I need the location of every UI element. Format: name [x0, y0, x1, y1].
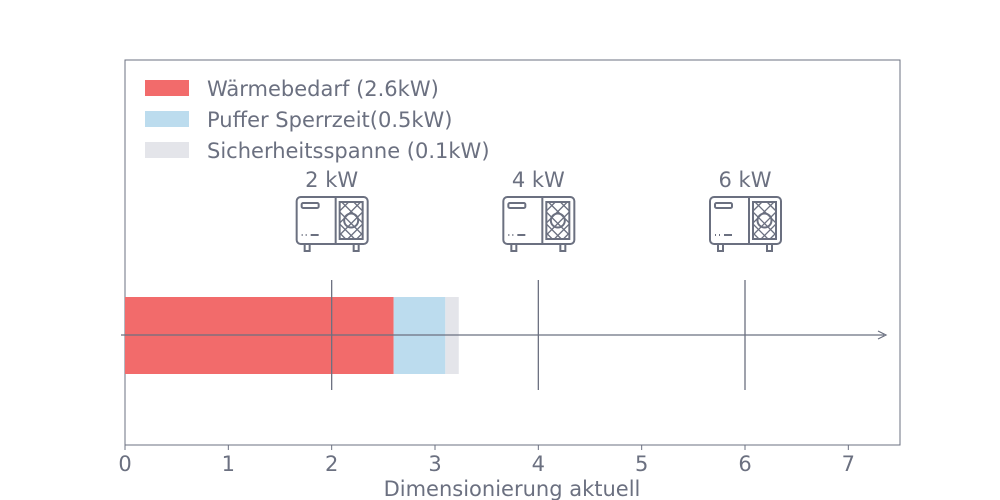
x-tick-label: 6	[738, 452, 751, 476]
x-tick-label: 3	[428, 452, 441, 476]
x-tick-label: 5	[635, 452, 648, 476]
x-tick-label: 7	[842, 452, 855, 476]
axis-arrow	[121, 330, 888, 340]
x-axis-label: Dimensionierung aktuell	[384, 477, 641, 500]
legend-label: Puffer Sperrzeit(0.5kW)	[207, 108, 453, 132]
x-tick-label: 0	[118, 452, 131, 476]
legend-swatch	[145, 142, 189, 158]
x-tick-label: 1	[222, 452, 235, 476]
heat-pump-icon	[709, 196, 782, 252]
legend-label: Sicherheitsspanne (0.1kW)	[207, 139, 490, 163]
marker-label: 4 kW	[512, 168, 565, 192]
x-tick-label: 4	[532, 452, 545, 476]
legend-swatch	[145, 111, 189, 127]
legend-swatch	[145, 80, 189, 96]
arrow-head	[877, 330, 888, 340]
legend-label: Wärmebedarf (2.6kW)	[207, 77, 439, 101]
capacity-markers: 2 kW 4 kW 6 kW	[295, 168, 782, 390]
marker-label: 6 kW	[719, 168, 772, 192]
heat-pump-icon	[502, 196, 576, 252]
marker-label: 2 kW	[305, 168, 358, 192]
plot-frame	[124, 59, 901, 446]
x-axis-ticks: 0 1 2 3 4 5 6 7	[118, 445, 855, 476]
legend: Wärmebedarf (2.6kW) Puffer Sperrzeit(0.5k…	[145, 77, 490, 163]
x-tick-label: 2	[325, 452, 338, 476]
heat-pump-icon	[295, 196, 369, 252]
